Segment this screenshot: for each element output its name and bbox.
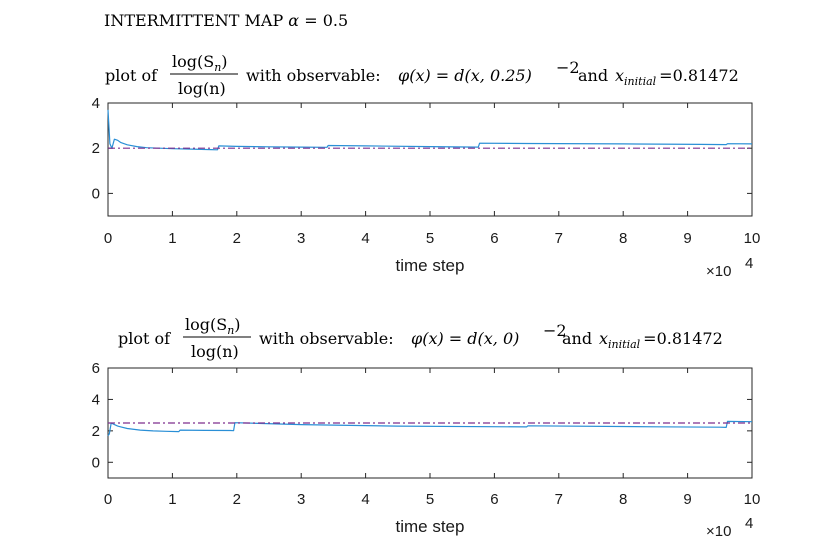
plot-1-xtick-label: 3 [297, 230, 305, 247]
plot-1-xtick-label: 2 [233, 230, 241, 247]
plot-2-fraction-denominator: log(n) [191, 342, 239, 361]
plot-1-xlabel: time step [396, 256, 465, 275]
plot-2-ytick-label: 0 [92, 454, 100, 471]
plot-1-ytick-label: 0 [92, 185, 100, 202]
plot-1-ytick-label: 2 [92, 140, 100, 157]
plot-2-xtick-label: 6 [490, 491, 498, 508]
plot-2-xtick-label: 1 [168, 491, 176, 508]
plot-2-ytick-label: 2 [92, 423, 100, 440]
plot-2-series-1-line [107, 420, 753, 436]
plot-1-and-label: and [578, 66, 608, 85]
plot-2-xtick-label: 0 [104, 491, 112, 508]
plot-2-fraction-numerator: log(Sn) [185, 315, 241, 337]
plot-2-xtick-label: 7 [555, 491, 563, 508]
plot-2-xtick-label: 5 [426, 491, 434, 508]
plot-2-x-multiplier: ×10 [706, 523, 731, 540]
plot-2-xtick-label: 10 [744, 491, 761, 508]
plot-1-series-1-line [107, 109, 753, 151]
plot-1-xtick-label: 5 [426, 230, 434, 247]
figure-title: INTERMITTENT MAP α = 0.5 [104, 11, 348, 30]
plot-2-xtick-label: 9 [683, 491, 691, 508]
plot-1-observable-exponent: −2 [556, 58, 580, 77]
plot-2-x-multiplier-exponent: 4 [745, 515, 753, 532]
plot-1-observable-label: with observable: [246, 66, 381, 85]
plot-1-xtick-label: 8 [619, 230, 627, 247]
plot-2: 0 1 2 3 4 5 6 7 8 9 10 0 2 4 6 time step ×10 4 [92, 360, 761, 540]
plot-1-xtick-label: 0 [104, 230, 112, 247]
plot-2-observable-formula: φ(x) = d(x, 0) [411, 329, 519, 348]
plot-2-title-prefix: plot of [118, 329, 171, 348]
plot-2-xtick-label: 3 [297, 491, 305, 508]
plot-1-x-multiplier: ×10 [706, 263, 731, 280]
plot-1-xtick-label: 7 [555, 230, 563, 247]
plot-2-and-label: and [562, 329, 592, 348]
plot-2-ytick-label: 6 [92, 360, 100, 377]
plot-1-axes-box [107, 102, 753, 217]
plot-1-fraction-numerator: log(Sn) [172, 52, 228, 74]
plot-1-xtick-label: 4 [361, 230, 369, 247]
plot-1-fraction-denominator: log(n) [178, 79, 226, 98]
plot-1-xtick-label: 9 [683, 230, 691, 247]
plot-2-observable-label: with observable: [259, 329, 394, 348]
plot-2-title: plot of log(Sn) log(n) with observable: … [118, 315, 723, 361]
plot-1-xtick-label: 1 [168, 230, 176, 247]
plot-1-title: plot of log(Sn) log(n) with observable: … [105, 52, 739, 98]
plot-1-observable-formula: φ(x) = d(x, 0.25) [398, 66, 532, 85]
plot-2-ytick-label: 4 [92, 391, 100, 408]
plot-2-observable-exponent: −2 [543, 321, 567, 340]
plot-1-initial: xinitial =0.81472 [615, 66, 739, 88]
plot-2-xtick-label: 2 [233, 491, 241, 508]
plot-1-xtick-label: 6 [490, 230, 498, 247]
plot-2-xlabel: time step [396, 517, 465, 536]
plot-1-xtick-label: 10 [744, 230, 761, 247]
plot-2-initial: xinitial =0.81472 [599, 329, 723, 351]
plot-1-x-multiplier-exponent: 4 [745, 255, 753, 272]
plot-2-xtick-label: 8 [619, 491, 627, 508]
plot-1-ytick-label: 4 [92, 95, 100, 112]
plot-2-xtick-label: 4 [361, 491, 369, 508]
plot-1-title-prefix: plot of [105, 66, 158, 85]
plot-1: 0 1 2 3 4 5 6 7 8 9 10 0 2 4 time step ×10 4 [92, 95, 761, 280]
